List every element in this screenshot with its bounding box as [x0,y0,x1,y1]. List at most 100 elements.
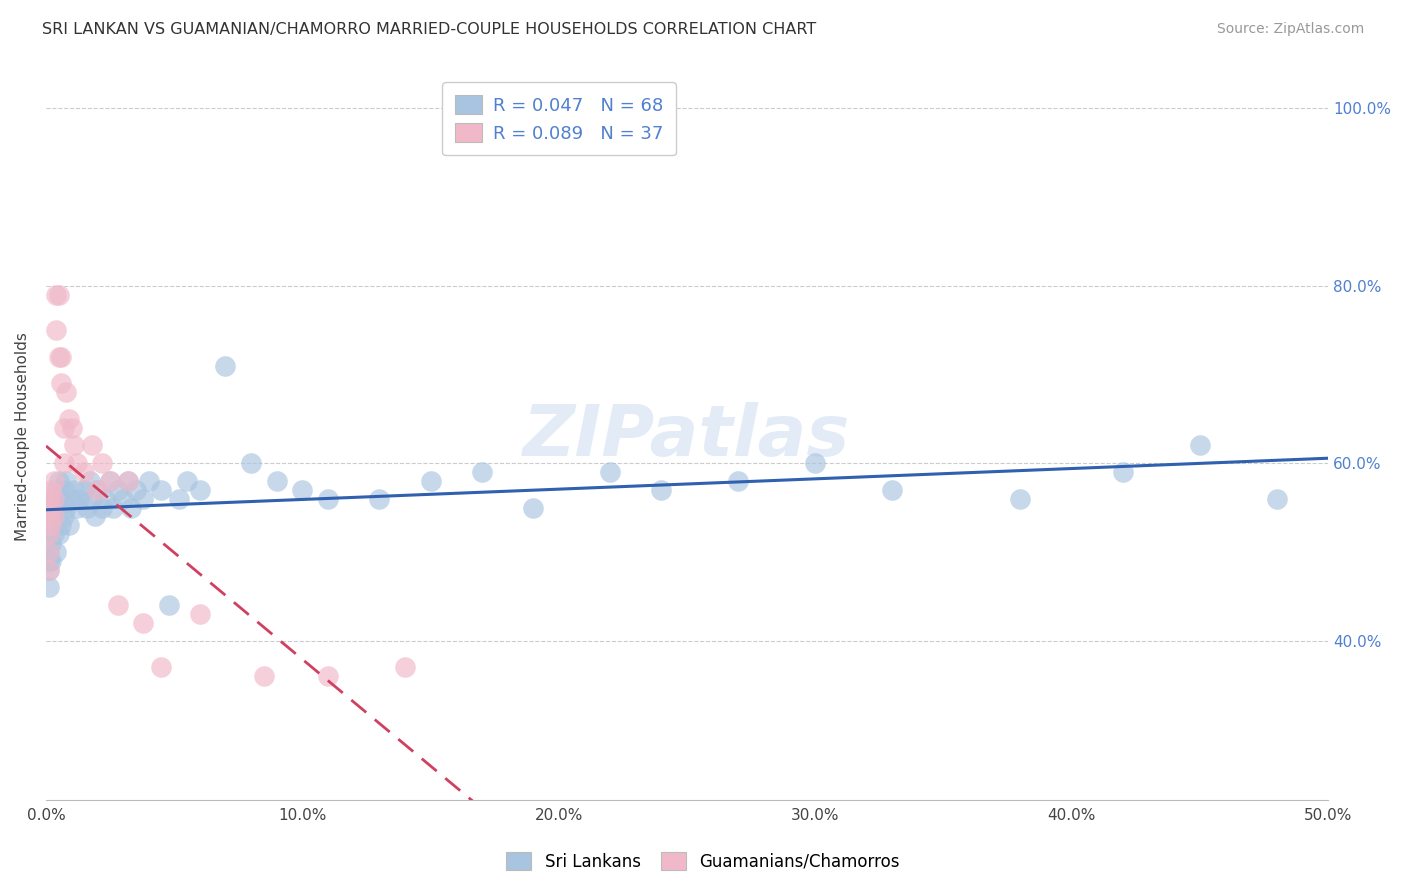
Point [58,518,80,533]
Point [42,474,65,488]
Text: Source: ZipAtlas.com: Source: ZipAtlas.com [1216,22,1364,37]
Point [38,509,60,524]
Point [51,518,73,533]
Point [42,527,65,541]
Point [471,465,494,479]
Point [42,509,65,524]
Point [48,287,70,301]
Point [83,509,105,524]
Point [63,438,86,452]
Point [39,536,62,550]
Point [804,456,827,470]
Point [599,465,621,479]
Point [42,509,65,524]
Point [60,491,83,506]
Point [48,474,70,488]
Point [60,420,83,434]
Point [120,500,142,515]
Point [419,474,441,488]
Point [1265,491,1288,506]
Point [66,500,89,515]
Point [45,323,67,337]
Point [73,465,96,479]
Point [38,527,60,541]
Point [368,491,391,506]
Point [94,491,117,506]
Point [117,474,139,488]
Point [727,474,749,488]
Text: ZIPatlas: ZIPatlas [523,402,851,471]
Point [38,554,60,568]
Point [51,350,73,364]
Point [82,491,104,506]
Point [214,359,236,373]
Point [522,500,544,515]
Point [45,545,67,559]
Legend: R = 0.047   N = 68, R = 0.089   N = 37: R = 0.047 N = 68, R = 0.089 N = 37 [441,82,676,155]
Point [117,474,139,488]
Point [111,491,134,506]
Point [76,500,98,515]
Point [52,483,75,497]
Point [253,669,276,683]
Point [38,563,60,577]
Point [48,350,70,364]
Point [42,491,65,506]
Point [63,483,86,497]
Point [38,563,60,577]
Point [98,474,121,488]
Point [132,615,155,630]
Point [52,456,75,470]
Point [55,474,77,488]
Point [39,518,62,533]
Point [39,500,62,515]
Point [86,483,108,497]
Point [394,660,416,674]
Point [132,491,155,506]
Point [101,500,124,515]
Point [55,500,77,515]
Point [107,483,129,497]
Point [91,500,114,515]
Point [52,420,75,434]
Point [316,491,339,506]
Point [157,598,180,612]
Point [91,456,114,470]
Point [82,438,104,452]
Point [266,474,288,488]
Point [188,607,211,621]
Point [73,483,96,497]
Point [79,474,101,488]
Point [107,598,129,612]
Point [58,412,80,426]
Point [240,456,263,470]
Point [291,483,314,497]
Point [1188,438,1211,452]
Point [125,483,148,497]
Point [176,474,198,488]
Point [39,518,62,533]
Point [38,527,60,541]
Point [150,483,173,497]
Point [39,500,62,515]
Point [38,580,60,594]
Point [55,385,77,400]
Point [42,491,65,506]
Text: SRI LANKAN VS GUAMANIAN/CHAMORRO MARRIED-COUPLE HOUSEHOLDS CORRELATION CHART: SRI LANKAN VS GUAMANIAN/CHAMORRO MARRIED… [42,22,817,37]
Point [38,491,60,506]
Point [188,483,211,497]
Point [45,483,67,497]
Point [39,554,62,568]
Point [882,483,904,497]
Point [67,491,90,506]
Point [66,456,89,470]
Point [169,491,191,506]
Point [45,287,67,301]
Point [38,545,60,559]
Point [650,483,672,497]
Point [39,483,62,497]
Point [38,545,60,559]
Point [316,669,339,683]
Point [48,527,70,541]
Point [98,474,121,488]
